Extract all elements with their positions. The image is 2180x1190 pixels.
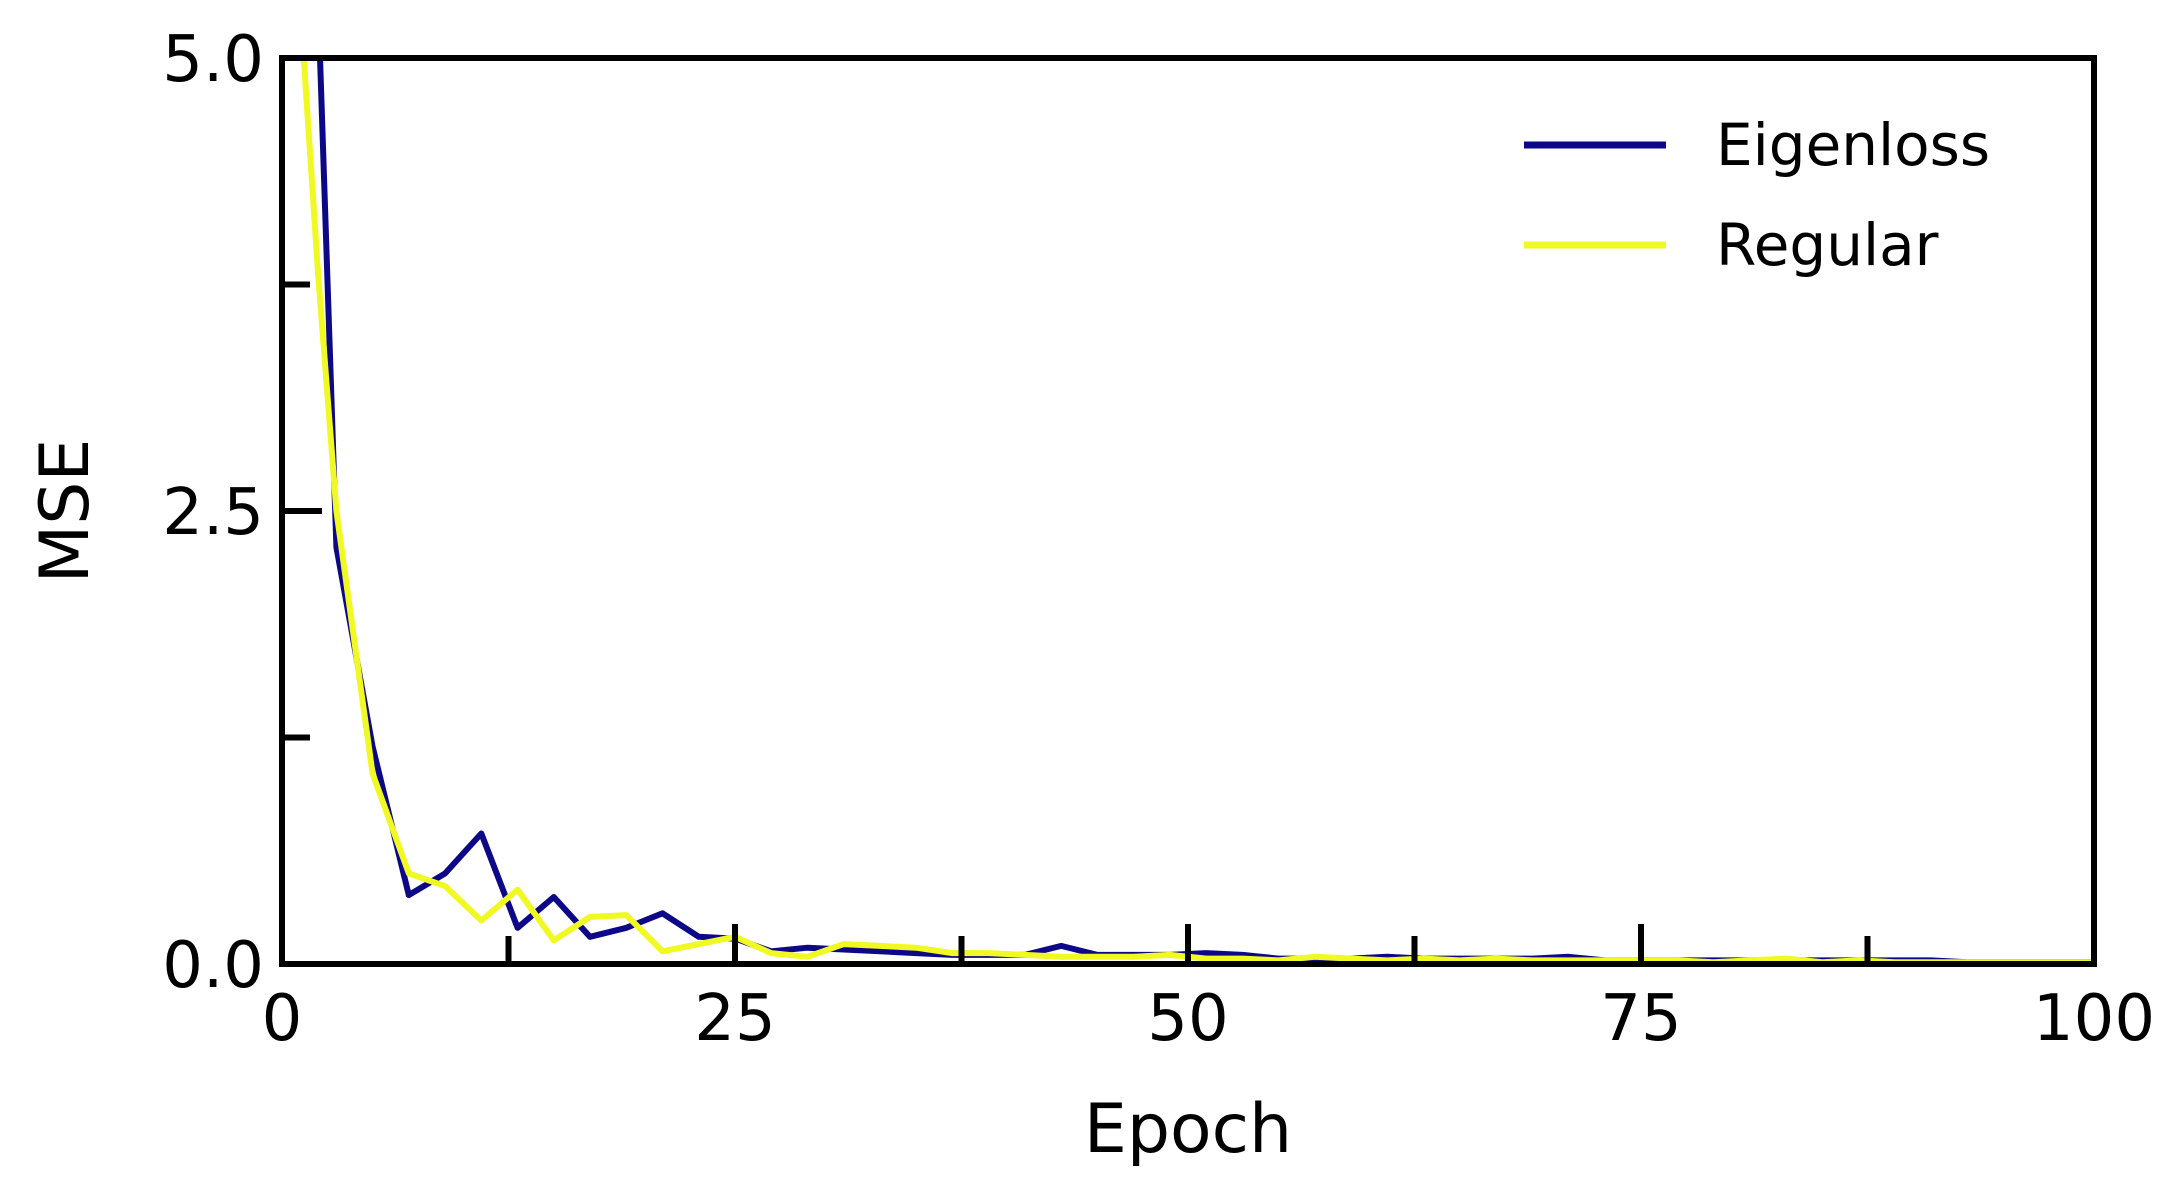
x-tick-label: 100 bbox=[2033, 982, 2155, 1056]
y-tick-label: 5.0 bbox=[162, 23, 264, 97]
x-axis-title: Epoch bbox=[1084, 1090, 1292, 1169]
y-axis-title: MSE bbox=[26, 439, 105, 584]
x-tick-label: 75 bbox=[1600, 982, 1681, 1056]
y-tick-label: 0.0 bbox=[162, 929, 264, 1003]
legend: Eigenloss Regular bbox=[1524, 111, 1990, 279]
x-tick-label: 50 bbox=[1147, 982, 1228, 1056]
x-tick-label: 0 bbox=[262, 982, 303, 1056]
tick-layer bbox=[279, 55, 2097, 967]
x-tick-label: 25 bbox=[694, 982, 775, 1056]
tick-label-layer: 0 25 50 75 100 0.0 2.5 5.0 bbox=[162, 23, 2155, 1056]
legend-label-eigenloss: Eigenloss bbox=[1716, 111, 1990, 179]
plot-frame bbox=[279, 55, 2097, 967]
y-tick-label: 2.5 bbox=[162, 476, 264, 550]
legend-label-regular: Regular bbox=[1716, 211, 1939, 279]
